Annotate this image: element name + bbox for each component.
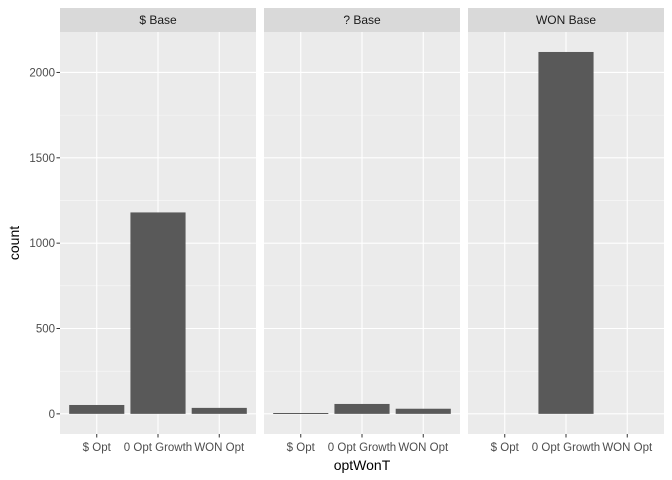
y-tick-label: 1000 <box>29 238 55 250</box>
x-tick-label: 0 Opt Growth <box>532 442 600 454</box>
x-tick-label: $ Opt <box>287 442 316 454</box>
facet-strip-label: WON Base <box>536 13 596 27</box>
x-tick-label: WON Opt <box>194 442 245 454</box>
facet-strip <box>264 8 460 32</box>
y-axis: 0 500 1000 1500 2000 <box>29 67 60 421</box>
facet-panel: WON Base $ Opt 0 Opt Growth WON Opt <box>468 8 664 454</box>
bar <box>395 408 451 414</box>
x-axis-title: optWonT <box>334 457 391 473</box>
y-tick-label: 0 <box>49 409 55 421</box>
facet-strip-label: $ Base <box>139 13 177 27</box>
y-tick-label: 2000 <box>29 67 55 79</box>
x-tick-label: WON Opt <box>602 442 653 454</box>
y-tick-label: 500 <box>36 324 55 336</box>
x-tick-label: 0 Opt Growth <box>328 442 396 454</box>
x-tick-label: 0 Opt Growth <box>124 442 192 454</box>
facet-strip-label: ? Base <box>343 13 381 27</box>
x-tick-label: $ Opt <box>83 442 112 454</box>
x-tick-label: WON Opt <box>398 442 449 454</box>
bar <box>130 212 186 414</box>
x-tick-label: $ Opt <box>491 442 520 454</box>
bar <box>191 407 247 414</box>
facet-panel: $ Base $ Opt 0 Opt Growth WON Opt <box>60 8 256 454</box>
bar <box>538 51 594 414</box>
y-axis-title: count <box>6 226 22 260</box>
bar <box>69 404 125 414</box>
y-tick-label: 1500 <box>29 153 55 165</box>
facet-panels: $ Base$ Opt 0 Opt Growth WON Opt? Base$ Op… <box>60 8 664 454</box>
bar <box>273 413 329 415</box>
bar <box>334 403 390 414</box>
facet-strip <box>468 8 664 32</box>
facet-strip <box>60 8 256 32</box>
facet-panel: ? Base $ Opt 0 Opt Growth WON Opt <box>264 8 460 454</box>
